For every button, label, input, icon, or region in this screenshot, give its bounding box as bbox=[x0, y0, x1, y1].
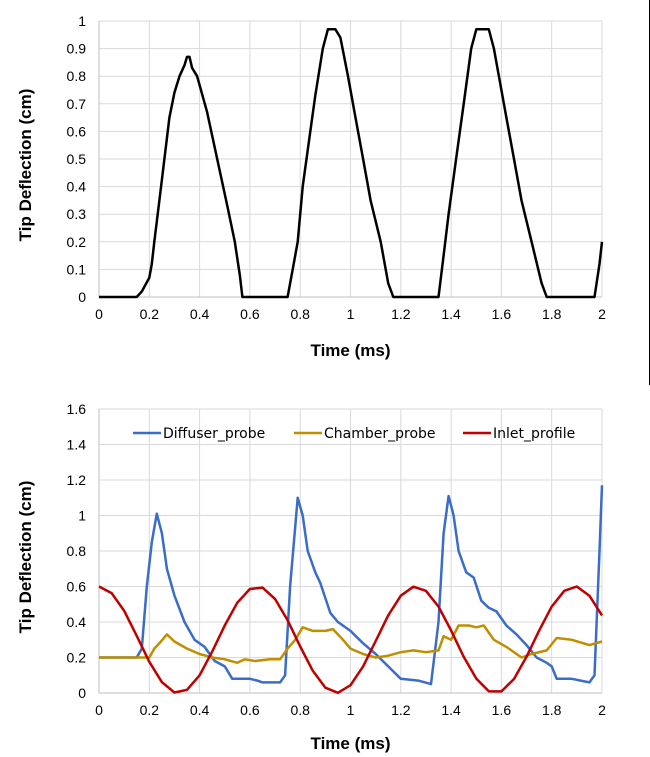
x-tick-label: 0 bbox=[95, 306, 103, 322]
y-tick-label: 1.2 bbox=[67, 472, 87, 488]
x-tick-label: 0 bbox=[95, 702, 103, 718]
x-tick-label: 0.2 bbox=[140, 702, 160, 718]
x-tick-label: 0.6 bbox=[240, 702, 260, 718]
bottom-chart: 0 0.2 0.4 0.6 0.8 1 1.2 1.4 1.6 1.8 2 0 0.2 0.4 0.6 0.8… bbox=[16, 401, 606, 753]
y-tick-label: 0 bbox=[78, 289, 86, 305]
y-tick-label: 0.3 bbox=[67, 206, 87, 222]
x-tick-label: 2 bbox=[598, 702, 606, 718]
y-tick-label: 1.4 bbox=[67, 437, 87, 453]
y-tick-label: 0.2 bbox=[67, 650, 87, 666]
legend-label: Inlet_profile bbox=[493, 426, 575, 442]
y-tick-label: 1 bbox=[78, 13, 86, 29]
x-tick-label: 1.4 bbox=[441, 702, 461, 718]
legend-item: Diffuser_probe bbox=[133, 426, 265, 442]
y-tick-label: 0.6 bbox=[67, 579, 87, 595]
x-tick-label: 1.8 bbox=[542, 306, 562, 322]
x-tick-label: 1.8 bbox=[542, 702, 562, 718]
legend-item: Chamber_probe bbox=[294, 426, 436, 442]
y-tick-label: 0.8 bbox=[67, 68, 87, 84]
top-chart: 0 0.2 0.4 0.6 0.8 1 1.2 1.4 1.6 1.8 2 0 0.1 0.2 0.3 0.4… bbox=[16, 13, 606, 360]
x-tick-label: 1.6 bbox=[492, 306, 512, 322]
x-tick-label: 0.4 bbox=[190, 306, 210, 322]
x-tick-label: 1.2 bbox=[391, 702, 411, 718]
x-tick-label: 0.8 bbox=[290, 702, 310, 718]
x-axis-title: Time (ms) bbox=[311, 734, 391, 753]
y-tick-label: 0.4 bbox=[67, 614, 87, 630]
series-line bbox=[99, 28, 604, 299]
x-tick-label: 0.8 bbox=[290, 306, 310, 322]
x-tick-label: 1.6 bbox=[492, 702, 512, 718]
x-tick-label: 0.6 bbox=[240, 306, 260, 322]
series-line-diffuser-probe bbox=[99, 485, 604, 686]
y-axis-title: Tip Deflection (cm) bbox=[16, 481, 35, 634]
x-tick-label: 1.2 bbox=[391, 306, 411, 322]
legend-label: Diffuser_probe bbox=[163, 426, 265, 442]
y-axis-title: Tip Deflection (cm) bbox=[16, 89, 35, 242]
x-tick-label: 1 bbox=[347, 702, 355, 718]
y-tick-label: 0 bbox=[78, 685, 86, 701]
x-tick-label: 2 bbox=[598, 306, 606, 322]
x-tick-label: 1.4 bbox=[441, 306, 461, 322]
series-line-inlet-profile bbox=[98, 585, 604, 695]
legend-item: Inlet_profile bbox=[463, 426, 575, 442]
y-tick-label: 0.9 bbox=[67, 41, 87, 57]
x-tick-label: 1 bbox=[347, 306, 355, 322]
y-tick-label: 0.7 bbox=[67, 96, 87, 112]
y-tick-label: 0.2 bbox=[67, 234, 87, 250]
series-line-chamber-probe bbox=[99, 624, 603, 665]
x-axis-title: Time (ms) bbox=[311, 341, 391, 360]
y-tick-label: 0.8 bbox=[67, 543, 87, 559]
y-tick-label: 1 bbox=[78, 508, 86, 524]
y-tick-label: 0.6 bbox=[67, 123, 87, 139]
x-tick-label: 0.4 bbox=[190, 702, 210, 718]
y-tick-label: 0.1 bbox=[67, 261, 87, 277]
x-tick-label: 0.2 bbox=[140, 306, 160, 322]
y-tick-label: 1.6 bbox=[67, 401, 87, 417]
y-tick-label: 0.5 bbox=[67, 151, 87, 167]
legend-label: Chamber_probe bbox=[324, 426, 436, 442]
y-tick-label: 0.4 bbox=[67, 179, 87, 195]
